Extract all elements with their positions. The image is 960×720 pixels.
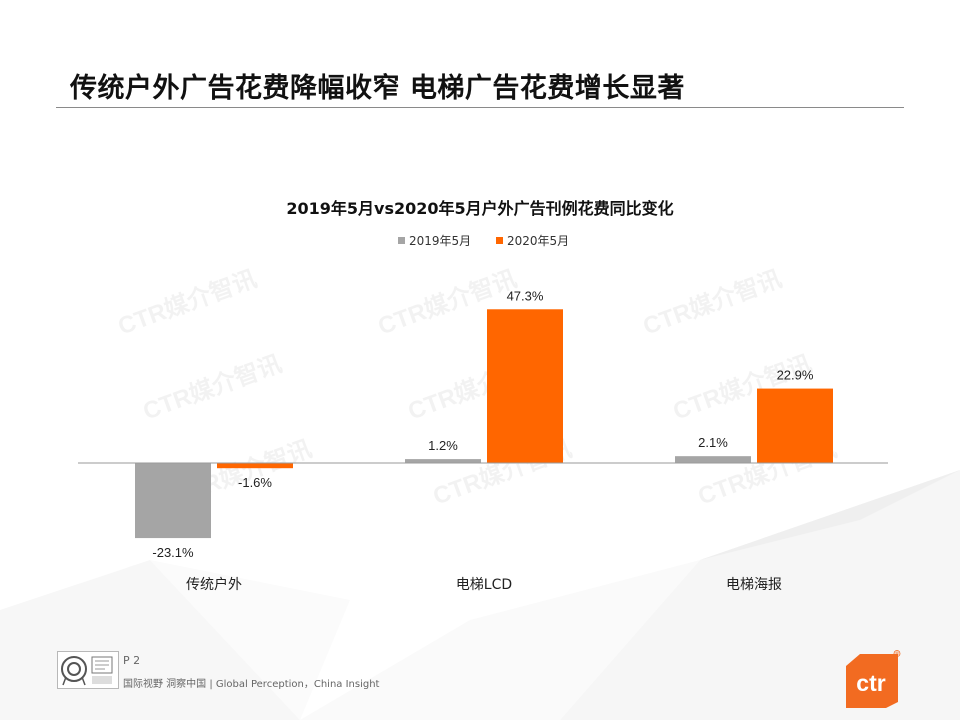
- title-divider: [56, 107, 904, 108]
- sgs-badge-icon: [91, 656, 113, 684]
- watermark-text: CTR媒介智讯: [639, 264, 785, 340]
- legend-label: 2020年5月: [507, 234, 569, 248]
- ctr-logo-icon: ctr ®: [846, 650, 901, 708]
- legend-label: 2019年5月: [409, 234, 471, 248]
- certification-logos: [57, 651, 119, 689]
- brand-text: ctr: [856, 670, 885, 696]
- category-label: 传统户外: [186, 576, 242, 593]
- page-number: P 2: [123, 654, 141, 667]
- watermark-text: CTR媒介智讯: [139, 349, 285, 425]
- bar: [757, 388, 833, 463]
- certification-seal-icon: [61, 656, 87, 686]
- bar: [487, 309, 563, 463]
- data-label: 1.2%: [428, 438, 458, 453]
- bar: [135, 463, 211, 539]
- slide-title: 传统户外广告花费降幅收窄 电梯广告花费增长显著: [70, 73, 685, 104]
- data-label: 47.3%: [507, 288, 544, 303]
- bar: [217, 463, 293, 469]
- data-label: -23.1%: [152, 545, 194, 560]
- category-label: 电梯海报: [726, 577, 782, 593]
- data-label: 22.9%: [777, 368, 814, 383]
- footer-tagline: 国际视野 洞察中国 | Global Perception，China Insi…: [123, 679, 380, 690]
- bar: [405, 459, 481, 463]
- bar: [675, 456, 751, 463]
- data-label: 2.1%: [698, 435, 728, 450]
- legend-swatch: [496, 237, 503, 244]
- category-label: 电梯LCD: [456, 577, 512, 593]
- chart-title: 2019年5月vs2020年5月户外广告刊例花费同比变化: [286, 199, 673, 218]
- data-label: -1.6%: [238, 475, 272, 490]
- registered-mark: ®: [895, 651, 900, 658]
- legend-swatch: [398, 237, 405, 244]
- watermark-text: CTR媒介智讯: [114, 264, 260, 340]
